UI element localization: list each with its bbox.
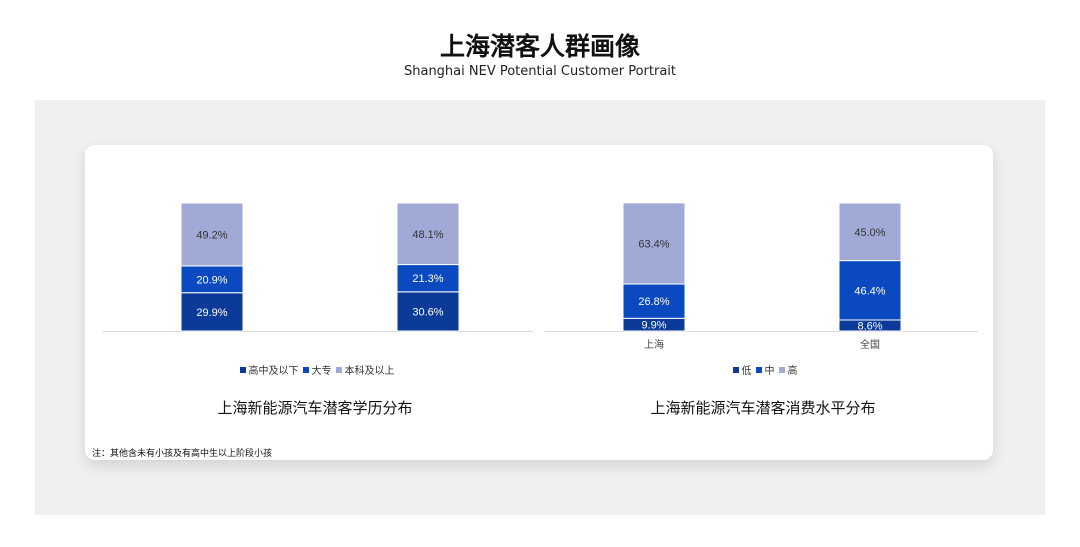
data-label: 26.8% [638,296,669,308]
bar-segment [396,202,460,266]
charts-svg: 29.9% 20.9% 49.2% 30.6% 21.3% 48.1% 9.9% 26.8% 6… [103,202,978,351]
data-label: 29.9% [196,307,227,319]
legend-education: 高中及以下 大专 本科及以上 [95,362,535,377]
legend-label: 中 [764,366,775,377]
chart-card: 29.9% 20.9% 49.2% 30.6% 21.3% 48.1% 9.9% 26.8% 6… [85,145,993,460]
legend-label: 本科及以上 [344,366,395,377]
legend-swatch [778,367,785,373]
data-label: 49.2% [196,229,227,241]
legend-swatch [732,367,739,373]
legend-swatch [755,367,762,373]
footnote: 注：其他含未有小孩及有高中生以上阶段小孩 [92,449,273,459]
data-label: 46.4% [854,285,885,297]
bar-segment [622,202,686,285]
data-label: 48.1% [412,229,443,241]
legend-swatch [239,367,246,373]
bar-segment [838,202,902,262]
data-label: 20.9% [196,274,227,286]
chart-title-education: 上海新能源汽车潜客学历分布 [217,399,413,417]
page-title: 上海潜客人群画像 [439,32,640,61]
legend-consumption: 低中高 [543,362,983,377]
legend-label: 大专 [311,366,332,377]
legend-label: 高 [787,366,798,377]
legend-label: 低 [741,366,752,377]
data-label: 9.9% [641,320,666,332]
legend-swatch [335,367,342,373]
bar-segment [838,260,902,321]
page-subtitle: Shanghai NEV Potential Customer Portrait [403,64,677,79]
data-label: 45.0% [854,227,885,239]
data-label: 8.6% [857,320,882,332]
category-label: 上海 [644,338,664,351]
bar-segment [396,264,460,293]
data-label: 63.4% [638,238,669,250]
data-label: 30.6% [412,306,443,318]
bar-segment [180,202,244,267]
bar-segment [396,291,460,332]
legend-swatch [302,367,309,373]
bar-segment [180,292,244,332]
category-label: 全国 [860,338,880,351]
chart-title-consumption: 上海新能源汽车潜客消费水平分布 [650,399,876,417]
data-label: 21.3% [412,273,443,285]
legend-label: 高中及以下 [248,366,299,377]
